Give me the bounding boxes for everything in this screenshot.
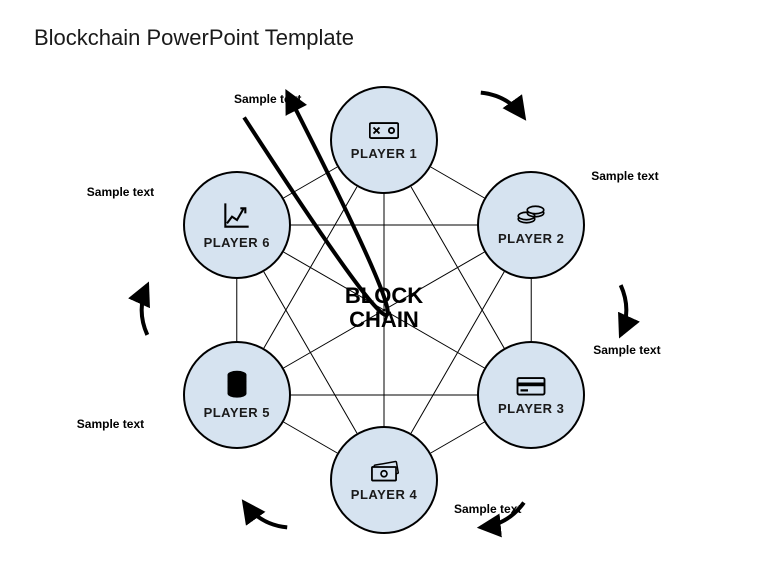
coins-icon: [516, 204, 546, 227]
player-node-2: PLAYER 2: [477, 171, 585, 279]
slide-title: Blockchain PowerPoint Template: [34, 25, 354, 51]
outer-caption-5: Sample text: [77, 417, 144, 431]
player-node-label: PLAYER 6: [204, 235, 270, 250]
player-node-label: PLAYER 2: [498, 231, 564, 246]
player-node-5: PLAYER 5: [183, 341, 291, 449]
card-icon: [516, 375, 546, 396]
player-node-label: PLAYER 4: [351, 487, 417, 502]
outer-caption-2: Sample text: [591, 169, 658, 183]
player-node-label: PLAYER 5: [204, 405, 270, 420]
player-node-6: PLAYER 6: [183, 171, 291, 279]
cash-icon: [369, 458, 399, 482]
diagram-stage: { "title": { "text": "Blockchain PowerPo…: [0, 0, 768, 576]
center-label: BLOCK CHAIN: [324, 284, 444, 332]
banknote-icon: [369, 120, 399, 141]
growth-icon: [222, 200, 252, 230]
player-node-1: PLAYER 1: [330, 86, 438, 194]
center-line1: BLOCK: [324, 284, 444, 308]
player-node-3: PLAYER 3: [477, 341, 585, 449]
outer-caption-1: Sample text: [234, 92, 301, 106]
outer-caption-6: Sample text: [87, 185, 154, 199]
player-node-4: PLAYER 4: [330, 426, 438, 534]
outer-caption-3: Sample text: [593, 343, 660, 357]
center-line2: CHAIN: [324, 308, 444, 332]
database-icon: [225, 370, 249, 400]
outer-caption-4: Sample text: [454, 502, 521, 516]
player-node-label: PLAYER 1: [351, 146, 417, 161]
player-node-label: PLAYER 3: [498, 401, 564, 416]
